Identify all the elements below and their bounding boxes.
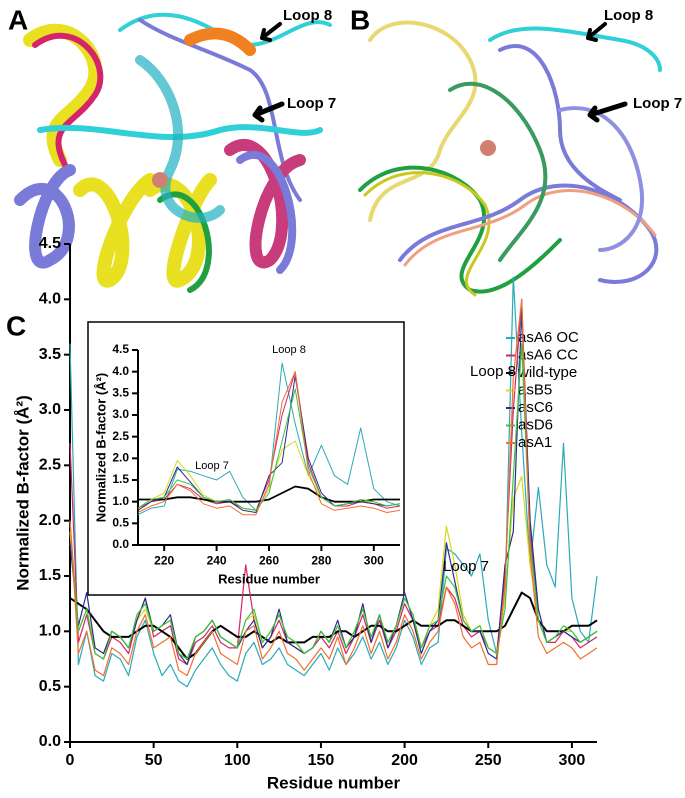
y-tick-label: 3.5 bbox=[112, 386, 129, 400]
annotation: Loop 7 bbox=[633, 95, 682, 112]
x-tick-label: 100 bbox=[224, 752, 251, 769]
x-axis-title: Residue number bbox=[218, 571, 320, 586]
y-tick-label: 1.5 bbox=[112, 472, 129, 486]
panel-label: A bbox=[8, 4, 28, 35]
y-tick-label: 2.5 bbox=[39, 457, 61, 474]
series-line bbox=[137, 375, 401, 513]
series-line bbox=[137, 388, 401, 511]
x-tick-label: 300 bbox=[364, 553, 384, 567]
annotation: Loop 8 bbox=[283, 7, 332, 24]
series-line bbox=[138, 485, 400, 503]
y-tick-label: 0.0 bbox=[112, 537, 129, 551]
panel-label: C bbox=[6, 310, 26, 341]
y-tick-label: 3.0 bbox=[112, 407, 129, 421]
series-line bbox=[69, 276, 598, 688]
structure-a bbox=[14, 12, 332, 293]
annotation: Loop 7 bbox=[195, 460, 229, 472]
annotation: Loop 8 bbox=[604, 7, 653, 24]
y-tick-label: 4.5 bbox=[112, 342, 129, 356]
legend-label: asD6 bbox=[518, 416, 553, 433]
legend-label: wild-type bbox=[517, 364, 577, 381]
x-tick-label: 280 bbox=[311, 553, 331, 567]
legend-label: asA6 CC bbox=[518, 346, 578, 363]
y-axis-title: Normalized B-factor (Å²) bbox=[93, 373, 108, 523]
x-tick-label: 240 bbox=[207, 553, 227, 567]
legend-label: asB5 bbox=[518, 381, 552, 398]
structure-b bbox=[358, 20, 662, 297]
x-tick-label: 300 bbox=[559, 752, 586, 769]
legend-label: asA1 bbox=[518, 434, 552, 451]
y-tick-label: 1.0 bbox=[39, 623, 61, 640]
legend-label: asA6 OC bbox=[518, 329, 579, 346]
x-tick-label: 0 bbox=[66, 752, 75, 769]
x-tick-label: 260 bbox=[259, 553, 279, 567]
annotation: Loop 7 bbox=[443, 558, 489, 575]
x-tick-label: 150 bbox=[308, 752, 335, 769]
legend-label: asC6 bbox=[518, 399, 553, 416]
y-tick-label: 4.0 bbox=[112, 364, 129, 378]
annotation: Loop 8 bbox=[272, 344, 306, 356]
x-axis-title: Residue number bbox=[267, 773, 401, 792]
x-tick-label: 50 bbox=[145, 752, 163, 769]
y-tick-label: 1.5 bbox=[39, 567, 61, 584]
panel-label: B bbox=[350, 4, 370, 35]
annotation: Loop 8 bbox=[470, 363, 516, 380]
x-tick-label: 220 bbox=[154, 553, 174, 567]
series-line bbox=[137, 371, 401, 511]
y-tick-label: 4.5 bbox=[39, 235, 61, 252]
series-line bbox=[69, 298, 598, 677]
y-tick-label: 0.0 bbox=[39, 733, 61, 750]
y-tick-label: 1.0 bbox=[112, 494, 129, 508]
series-line bbox=[69, 343, 598, 660]
y-tick-label: 2.5 bbox=[112, 429, 129, 443]
x-tick-label: 200 bbox=[391, 752, 418, 769]
x-tick-label: 250 bbox=[475, 752, 502, 769]
y-tick-label: 2.0 bbox=[39, 512, 61, 529]
y-tick-label: 3.0 bbox=[39, 401, 61, 418]
y-axis-title: Normalized B-factor (Å²) bbox=[13, 395, 32, 591]
annotation: Loop 7 bbox=[287, 95, 336, 112]
y-tick-label: 0.5 bbox=[112, 516, 129, 530]
y-tick-label: 2.0 bbox=[112, 451, 129, 465]
series-line bbox=[137, 371, 401, 516]
y-tick-label: 0.5 bbox=[39, 678, 61, 695]
y-tick-label: 4.0 bbox=[39, 291, 61, 308]
inset-frame bbox=[87, 321, 405, 596]
y-tick-label: 3.5 bbox=[39, 346, 61, 363]
